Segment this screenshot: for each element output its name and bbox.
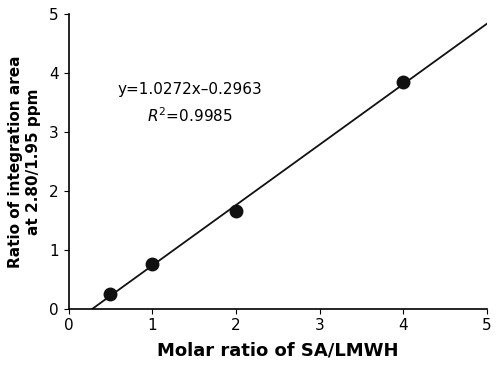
Y-axis label: Ratio of integration area
at 2.80/1.95 ppm: Ratio of integration area at 2.80/1.95 p… <box>8 55 40 268</box>
X-axis label: Molar ratio of SA/LMWH: Molar ratio of SA/LMWH <box>157 342 398 360</box>
Text: $R^2$=0.9985: $R^2$=0.9985 <box>147 107 232 125</box>
Text: y=1.0272x–0.2963: y=1.0272x–0.2963 <box>118 82 262 97</box>
